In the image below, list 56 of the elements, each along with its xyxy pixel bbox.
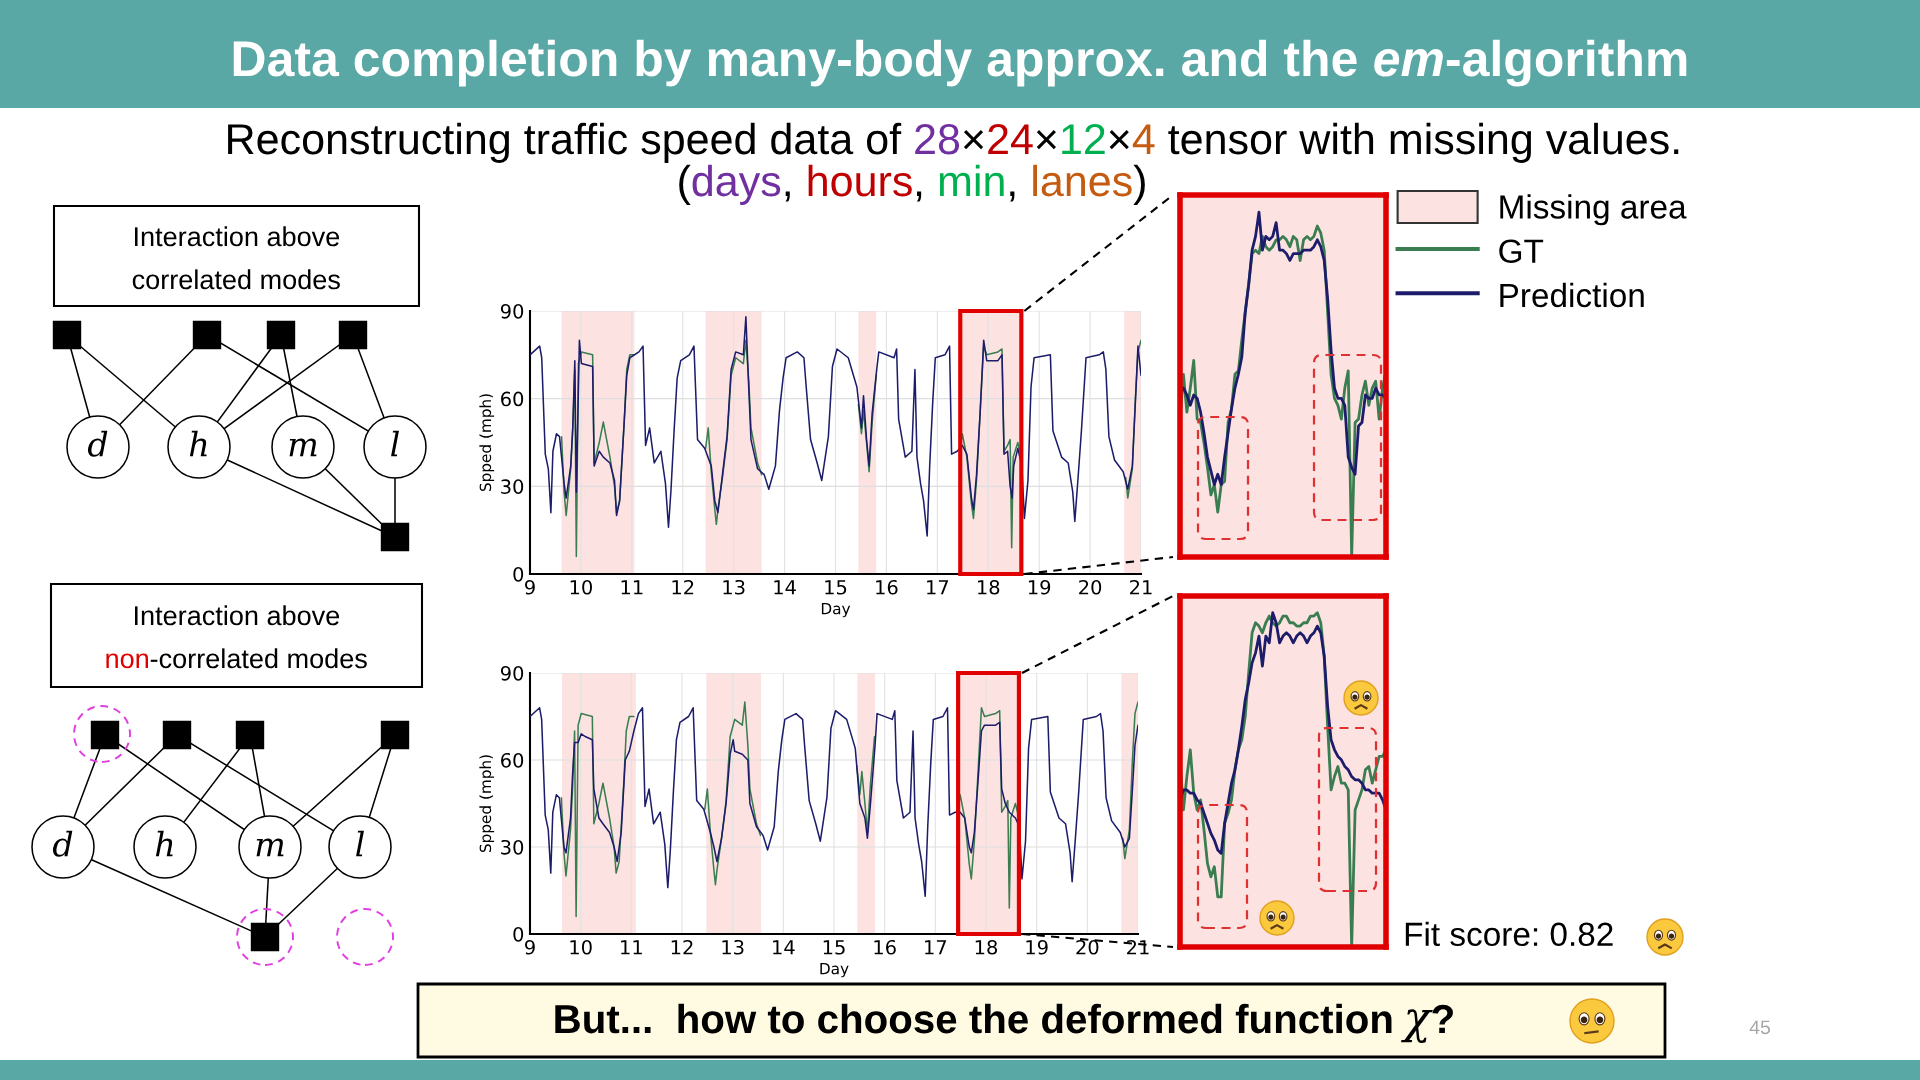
x-axis-title: Day	[821, 603, 851, 618]
x-tick-label: 11	[621, 580, 643, 595]
text: d	[52, 830, 73, 857]
x-axis-title: Day	[820, 963, 849, 978]
y-tick-label: 30	[501, 839, 524, 855]
y-axis-title: Spped (mph)	[479, 394, 495, 492]
text: h	[155, 830, 173, 857]
text: m	[256, 838, 284, 857]
y-tick-label: 30	[501, 479, 524, 494]
x-tick-label: 20	[1079, 579, 1102, 595]
x-tick-label: 10	[570, 579, 592, 595]
x-tick-label: 20	[1076, 939, 1099, 955]
text: 45	[1749, 1020, 1770, 1035]
x-tick-label: 11	[621, 940, 642, 955]
text: Interaction above correlated modes	[132, 226, 340, 290]
x-tick-label: 15	[823, 940, 845, 955]
text: Data completion by many-body approx. and the em-algorithm	[233, 39, 1687, 87]
x-tick-label: 15	[825, 580, 847, 595]
y-tick-label: 0	[513, 926, 524, 942]
line-series	[530, 316, 1141, 537]
x-tick-label: 18	[975, 939, 998, 955]
text: Fit score: 0.82	[1405, 921, 1613, 947]
text: m	[289, 438, 317, 457]
x-tick-label: 19	[1026, 939, 1048, 955]
y-tick-label: 0	[513, 566, 524, 582]
text: Interaction above non-correlated modes	[106, 605, 367, 669]
x-tick-label: 12	[672, 579, 694, 595]
x-tick-label: 12	[671, 939, 693, 955]
text: l	[391, 430, 399, 457]
text: d	[87, 430, 108, 457]
line-series	[530, 707, 1138, 898]
x-tick-label: 17	[925, 940, 947, 955]
y-axis-title: Spped (mph)	[479, 755, 495, 853]
y-tick-label: 60	[501, 391, 524, 407]
legend-label: Prediction	[1500, 282, 1644, 308]
legend-label: GT	[1499, 239, 1544, 263]
y-tick-label: 90	[500, 303, 524, 319]
x-tick-label: 13	[722, 939, 744, 955]
y-tick-label: 90	[500, 665, 524, 681]
x-tick-label: 14	[773, 940, 795, 955]
x-tick-label: 17	[927, 580, 949, 595]
y-tick-label: 60	[501, 752, 524, 768]
text: l	[356, 830, 364, 857]
x-tick-label: 10	[570, 939, 592, 955]
x-tick-label: 18	[978, 579, 1000, 595]
x-tick-label: 21	[1127, 939, 1149, 955]
x-tick-label: 9	[525, 579, 535, 595]
x-tick-label: 16	[874, 939, 896, 955]
text: But... how to choose the deformed function χ?	[555, 1003, 1453, 1043]
text: h	[189, 430, 207, 457]
x-tick-label: 13	[723, 579, 745, 595]
x-tick-label: 19	[1028, 579, 1051, 595]
x-tick-label: 21	[1130, 579, 1152, 595]
x-tick-label: 14	[774, 580, 796, 595]
x-tick-label: 16	[876, 579, 898, 595]
x-tick-label: 9	[525, 939, 535, 955]
